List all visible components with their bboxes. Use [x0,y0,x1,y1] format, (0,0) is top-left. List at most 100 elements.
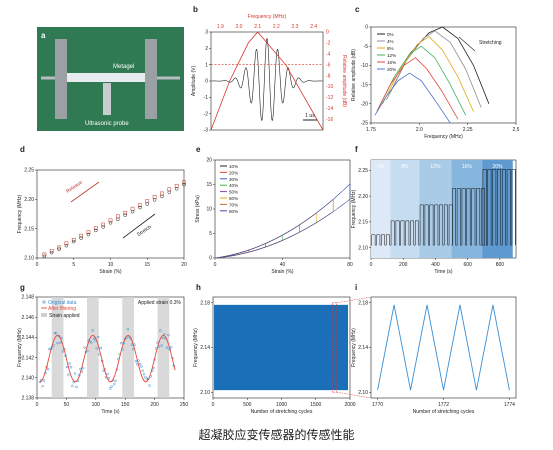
panel-c-x-tick-label: 2.0 [416,127,423,133]
panel-f-band-label: 16% [462,164,473,170]
panel-d-stretch-arrow [122,213,156,239]
panel-d-release-point [71,237,76,242]
panel-g-original-point [159,329,162,332]
panel-b-top-tick-label: 2.2 [273,24,280,30]
panel-g-original-point [110,385,113,388]
panel-b-top-axis-title: Frequency (MHz) [248,14,287,20]
panel-d-y-axis-title: Frequency (MHz) [17,194,23,233]
panel-c-y-tick-label: -15 [361,82,368,88]
panel-d-x-axis-title: Strain (%) [99,269,122,275]
panel-i-letter: i [355,283,357,292]
panel-e-loop-line [214,249,250,259]
panel-d-stretch-point [130,209,135,214]
panel-g-original-point [160,344,163,347]
panel-d-stretch-point [152,198,157,202]
panel-g-original-point [109,387,112,390]
panel-g-original-point [126,328,130,331]
panel-e-x-axis-title: Strain (%) [271,269,294,275]
panel-h-zoom-connector [336,296,372,304]
panel-d-release-label: Release [65,179,84,194]
panel-c-legend-label: 8% [387,46,394,51]
panel-d-release-point [93,226,98,230]
panel-d-x-tick-label: 20 [181,262,187,268]
panel-d-release-point [160,191,164,196]
panel-h-x-tick-label: 500 [243,402,252,408]
panel-g-frame [36,296,185,399]
panel-b-y2-tick-label: -14 [326,106,333,112]
panel-b-y2-axis-title: Relative amplitude (dB) [341,55,347,107]
panel-frames [35,26,517,400]
panel-d-letter: d [20,145,25,154]
panel-g-x-tick-label: 50 [64,402,70,408]
panel-e-legend-label: 80% [229,209,238,214]
panel-b-y-axis-title: Amplitude (V) [191,66,197,97]
panel-c-legend-label: 0% [387,32,394,37]
panel-f-y-tick-label: 2.10 [358,245,368,251]
panel-g-original-point [90,341,93,344]
panel-c-legend-label: 20% [387,67,396,72]
panel-g-original-point [140,365,143,368]
panel-b-waveform [211,37,323,122]
panel-h-zoom-box [331,302,337,393]
panel-f-y-tick-label: 2.15 [358,220,368,226]
panel-c-y-tick-label: 0 [365,25,368,31]
panel-h-x-tick-label: 2000 [344,402,355,408]
panel-g-original-point [91,329,94,332]
panel-b-y-tick-label: -2 [204,111,209,117]
panel-e-y-tick-label: 0 [209,256,212,262]
panel-h-letter: h [196,283,201,292]
panel-d-release-point [108,218,113,223]
panel-b-top-tick-label: 2.4 [310,24,317,30]
panel-g-original-point [169,345,173,349]
panel-d-y-tick-label: 2.20 [24,197,34,203]
metagel-label: Metagel [113,64,134,70]
panel-f-y-axis-title: Frequency (MHz) [351,189,357,228]
panel-h-y-tick-label: 2.14 [200,345,210,351]
panel-d-y-tick-label: 2.15 [24,226,34,232]
panel-i-x-tick-label: 1772 [438,402,449,408]
panel-g-original-point [75,385,78,389]
panel-e-loop-line [214,242,266,259]
panel-g-original-point [96,335,100,339]
panel-b-y-tick-label: 1 [205,62,208,68]
panel-c-x-axis-title: Frequency (MHz) [424,134,463,140]
panel-g-strain-window [122,297,135,398]
panel-e-legend-label: 30% [229,177,238,182]
panel-d-release-point [116,214,120,219]
panel-g-original-point [42,379,46,382]
panel-c-letter: c [355,5,360,14]
panel-d-x-tick-label: 0 [36,262,39,268]
panel-d-release-point [57,245,61,250]
panel-g-original-point [48,347,51,351]
panel-f-signal-line [371,169,516,246]
panel-d-x-tick-label: 15 [144,262,150,268]
panel-b-y2-tick-label: -6 [326,62,331,68]
panel-g-original-point [57,334,61,338]
panel-f-x-tick-label: 800 [496,262,505,268]
panel-d-release-arrow [70,181,100,203]
panel-b-y2-tick-label: -4 [326,51,331,57]
panel-d-stretch-point [108,221,113,225]
panel-d-stretch-point [94,228,98,233]
panel-c-series-line [378,45,467,116]
panel-b-y2-tick-label: -8 [326,73,331,79]
panel-f-band-label: 12% [430,164,441,170]
panel-e-x-tick-label: 0 [214,262,217,268]
panel-h-x-axis-title: Number of stretching cycles [251,409,313,415]
panel-d-stretch-point [42,254,47,258]
panel-c-series-line [382,36,474,112]
panel-g-original-point [141,369,144,372]
panel-h-y-axis-title: Frequency (MHz) [193,328,199,367]
figure-caption: 超凝胶应变传感器的传感性能 [198,428,355,442]
panel-d-release-point [182,180,186,185]
panel-d-stretch-point [167,190,172,195]
panel-d-release-point [130,206,135,211]
panel-g-filtered-line [39,334,176,383]
panel-a-letter: a [41,31,46,40]
panel-g-x-tick-label: 150 [121,402,130,408]
panel-g-original-point [95,347,98,350]
panel-g-letter: g [20,283,25,292]
right-clamp [145,39,157,119]
panel-d-y-tick-label: 2.25 [24,168,34,174]
panel-d-x-tick-label: 5 [72,262,75,268]
